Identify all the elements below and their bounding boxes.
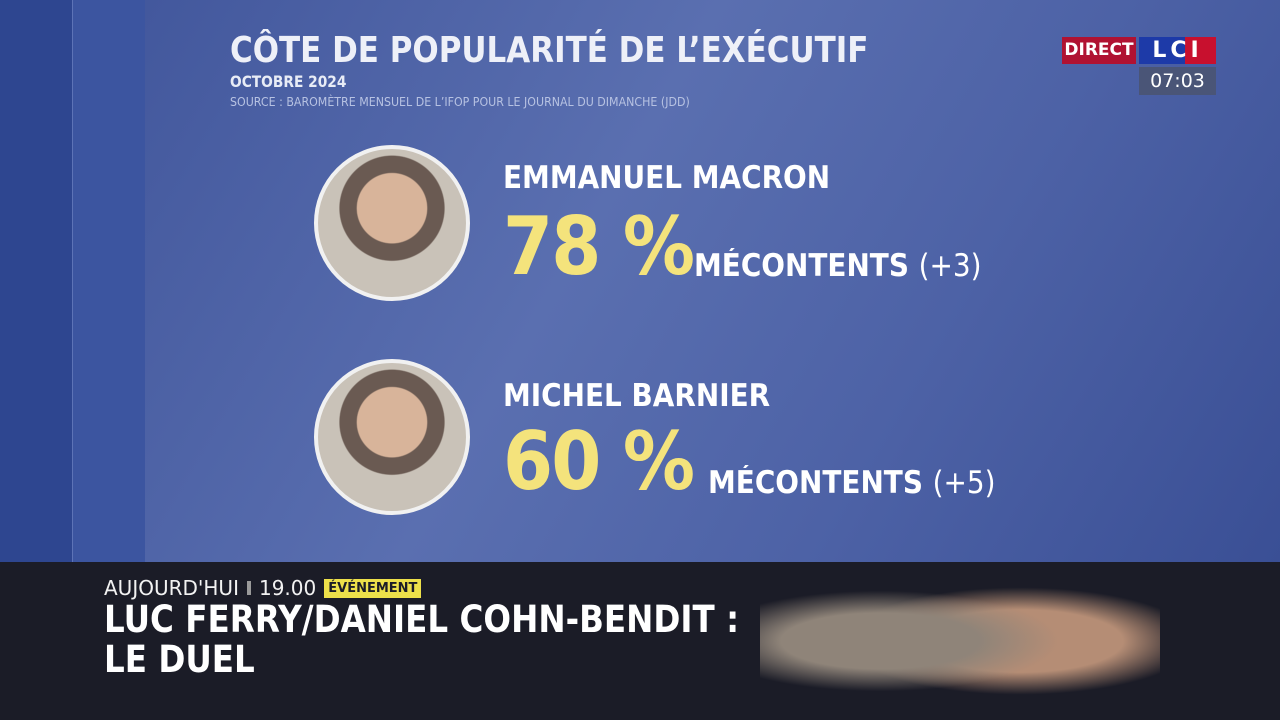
clock: 07:03 xyxy=(1139,67,1216,95)
percent-label: MÉCONTENTS (+3) xyxy=(694,248,982,284)
event-badge: ÉVÉNEMENT xyxy=(324,579,422,598)
lci-logo: LCI xyxy=(1139,37,1216,64)
source: SOURCE : BAROMÈTRE MENSUEL DE L’IFOP POU… xyxy=(230,95,690,109)
label-text: MÉCONTENTS xyxy=(708,465,923,501)
subtitle: OCTOBRE 2024 xyxy=(230,72,347,91)
avatar-macron xyxy=(314,145,470,301)
avatar-barnier xyxy=(314,359,470,515)
separator xyxy=(246,581,251,595)
schedule: AUJOURD'HUI 19.00 ÉVÉNEMENT xyxy=(104,576,422,600)
change-value: (+5) xyxy=(932,465,996,501)
decor-stripe xyxy=(72,0,145,562)
person-name: EMMANUEL MACRON xyxy=(503,160,831,196)
headline: LUC FERRY/DANIEL COHN-BENDIT : LE DUEL xyxy=(104,600,739,680)
percent-value: 78 % xyxy=(503,200,695,293)
day: AUJOURD'HUI xyxy=(104,576,239,600)
show-time: 19.00 xyxy=(258,576,317,600)
percent-value: 60 % xyxy=(503,415,695,508)
change-value: (+3) xyxy=(918,248,982,284)
graphic-background xyxy=(0,0,1280,562)
headline-line: LUC FERRY/DANIEL COHN-BENDIT : xyxy=(104,598,740,641)
percent-label: MÉCONTENTS (+5) xyxy=(708,465,996,501)
page-title: CÔTE DE POPULARITÉ DE L’EXÉCUTIF xyxy=(230,30,869,71)
direct-badge: DIRECT xyxy=(1062,37,1136,64)
guests-photo xyxy=(760,562,1160,720)
decor-stripe xyxy=(0,0,72,562)
label-text: MÉCONTENTS xyxy=(694,248,909,284)
person-name: MICHEL BARNIER xyxy=(503,378,771,414)
headline-line: LE DUEL xyxy=(104,638,255,681)
